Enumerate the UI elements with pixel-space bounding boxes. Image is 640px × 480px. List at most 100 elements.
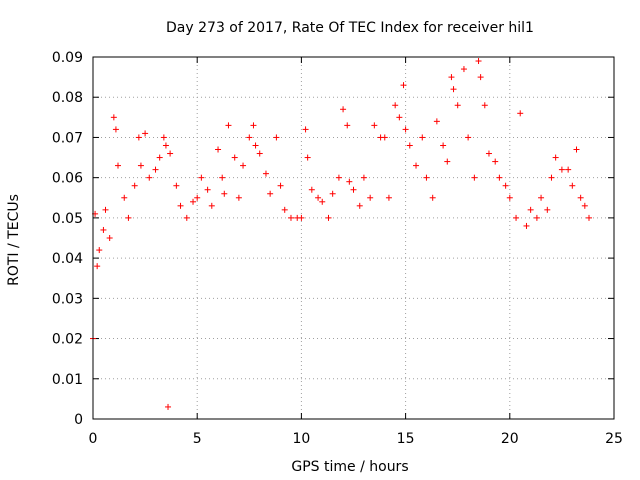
data-point xyxy=(350,186,357,193)
data-point xyxy=(167,150,174,157)
data-point xyxy=(112,126,119,133)
data-point xyxy=(548,174,555,181)
data-point xyxy=(315,194,322,201)
data-point xyxy=(344,122,351,129)
data-point xyxy=(277,182,284,189)
data-point xyxy=(475,58,482,65)
data-point xyxy=(160,134,167,141)
data-point xyxy=(190,198,197,205)
y-tick-label: 0.09 xyxy=(52,50,83,66)
data-point xyxy=(444,158,451,165)
data-point xyxy=(125,214,132,221)
data-point xyxy=(106,235,113,241)
y-tick-label: 0.03 xyxy=(52,291,83,307)
data-point xyxy=(121,194,128,201)
x-tick-label: 10 xyxy=(292,431,310,447)
data-point xyxy=(142,130,149,137)
data-point xyxy=(298,214,305,221)
data-points xyxy=(90,58,592,410)
data-point xyxy=(102,206,109,213)
data-point xyxy=(558,166,565,173)
data-point xyxy=(440,142,447,149)
y-tick-label: 0 xyxy=(74,412,83,428)
data-point xyxy=(465,134,472,141)
data-point xyxy=(221,190,228,197)
chart-title: Day 273 of 2017, Rate Of TEC Index for r… xyxy=(166,20,534,36)
data-point xyxy=(496,174,503,181)
data-point xyxy=(402,126,409,133)
data-point xyxy=(177,202,184,209)
data-point xyxy=(194,194,201,201)
data-point xyxy=(577,194,584,201)
y-tick-label: 0.04 xyxy=(52,251,83,267)
data-point xyxy=(492,158,499,165)
data-point xyxy=(100,226,107,233)
data-point xyxy=(396,114,403,121)
x-tick-label: 5 xyxy=(193,431,202,447)
data-point xyxy=(433,118,440,125)
data-point xyxy=(448,74,455,81)
data-point xyxy=(544,206,551,213)
data-point xyxy=(356,202,363,209)
x-tick-label: 20 xyxy=(501,431,519,447)
data-point xyxy=(527,206,534,213)
data-point xyxy=(385,194,392,201)
data-point xyxy=(381,134,388,141)
data-point xyxy=(204,186,211,193)
data-point xyxy=(502,182,509,189)
axis-ticks xyxy=(92,56,615,420)
data-point xyxy=(208,202,215,209)
grid-lines xyxy=(93,57,614,419)
data-point xyxy=(162,142,169,149)
data-point xyxy=(198,174,205,181)
data-point xyxy=(450,86,457,93)
data-point xyxy=(506,194,513,201)
data-point xyxy=(131,182,138,189)
data-point xyxy=(225,122,232,129)
data-point xyxy=(304,154,311,161)
data-point xyxy=(371,122,378,129)
data-point xyxy=(319,198,326,205)
data-point xyxy=(135,134,142,141)
data-point xyxy=(252,142,259,149)
data-point xyxy=(513,214,520,221)
data-point xyxy=(565,166,572,173)
y-tick-label: 0.06 xyxy=(52,171,83,187)
data-point xyxy=(419,134,426,141)
data-point xyxy=(256,150,263,157)
data-point xyxy=(94,263,101,270)
data-point xyxy=(137,162,144,169)
data-point xyxy=(523,222,530,229)
data-point xyxy=(146,174,153,181)
data-point xyxy=(240,162,247,169)
data-point xyxy=(152,166,159,173)
data-point xyxy=(573,146,580,153)
data-point xyxy=(115,162,122,169)
data-point xyxy=(262,170,269,177)
data-point xyxy=(183,214,190,221)
x-tick-labels: 0 5 10 15 20 25 xyxy=(89,431,623,447)
data-point xyxy=(533,214,540,221)
data-point xyxy=(325,214,332,221)
data-point xyxy=(400,82,407,89)
data-point xyxy=(538,194,545,201)
data-point xyxy=(346,178,353,185)
x-tick-label: 15 xyxy=(397,431,415,447)
y-tick-label: 0.08 xyxy=(52,90,83,106)
data-point xyxy=(273,134,280,141)
data-point xyxy=(250,122,257,129)
y-axis-label: ROTI / TECUs xyxy=(6,194,22,286)
data-point xyxy=(423,174,430,181)
data-point xyxy=(360,174,367,181)
y-tick-label: 0.02 xyxy=(52,332,83,348)
y-tick-label: 0.05 xyxy=(52,211,83,227)
y-tick-labels: 0 0.01 0.02 0.03 0.04 0.05 0.06 0.07 0.08 0.09 xyxy=(52,50,83,428)
data-point xyxy=(406,142,413,149)
data-point xyxy=(471,174,478,181)
data-point xyxy=(460,66,467,73)
data-point xyxy=(429,194,436,201)
data-point xyxy=(302,126,309,133)
plot-frame xyxy=(92,56,615,420)
data-point xyxy=(392,102,399,109)
y-tick-label: 0.07 xyxy=(52,130,83,146)
